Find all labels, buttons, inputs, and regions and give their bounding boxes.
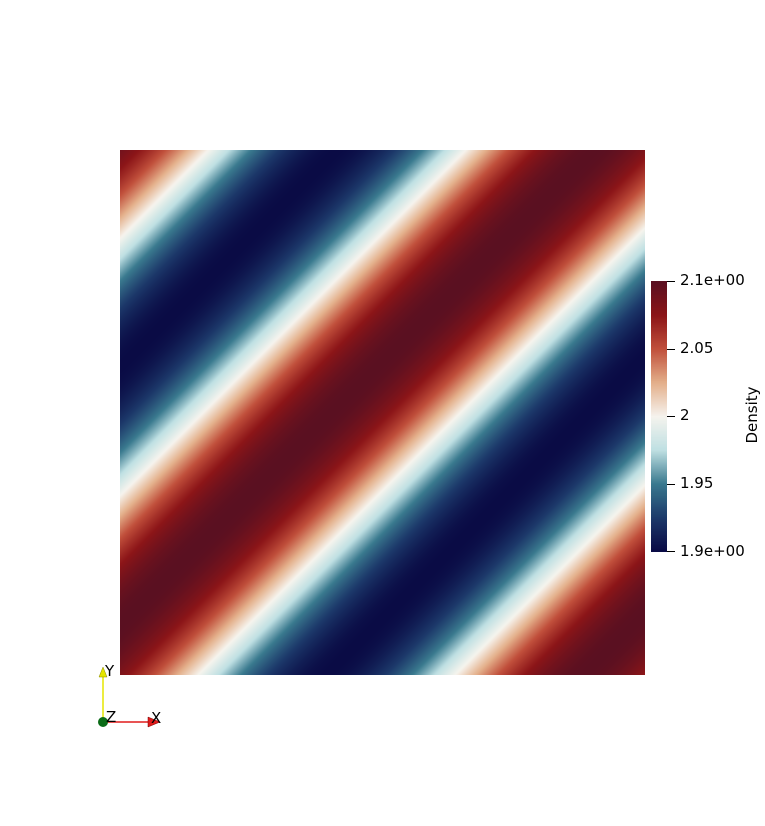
- colorbar-tick: [667, 281, 675, 282]
- colorbar-title: Density: [743, 386, 761, 444]
- x-axis-label: X: [151, 709, 161, 727]
- colorbar-tick: [667, 484, 675, 485]
- x-axis-arrow-icon: [147, 716, 161, 728]
- colorbar: [651, 281, 667, 552]
- colorbar-tick-label: 2.05: [680, 339, 714, 357]
- colorbar-tick-label-max: 2.1e+00: [680, 271, 745, 289]
- colorbar-tick-label: 2: [680, 406, 690, 424]
- y-axis-label: Y: [104, 662, 115, 680]
- y-axis-arrow-icon: [98, 666, 108, 678]
- colorbar-tick-label: 1.95: [680, 474, 714, 492]
- colorbar-tick: [667, 551, 675, 552]
- density-field-plot[interactable]: [120, 150, 645, 675]
- colorbar-tick-label-min: 1.9e+00: [680, 542, 745, 560]
- orientation-axes-widget[interactable]: Y Z X: [90, 655, 180, 735]
- z-axis-label: Z: [106, 708, 116, 726]
- colorbar-tick: [667, 416, 675, 417]
- z-axis-dot-icon: [98, 717, 108, 727]
- colorbar-tick: [667, 349, 675, 350]
